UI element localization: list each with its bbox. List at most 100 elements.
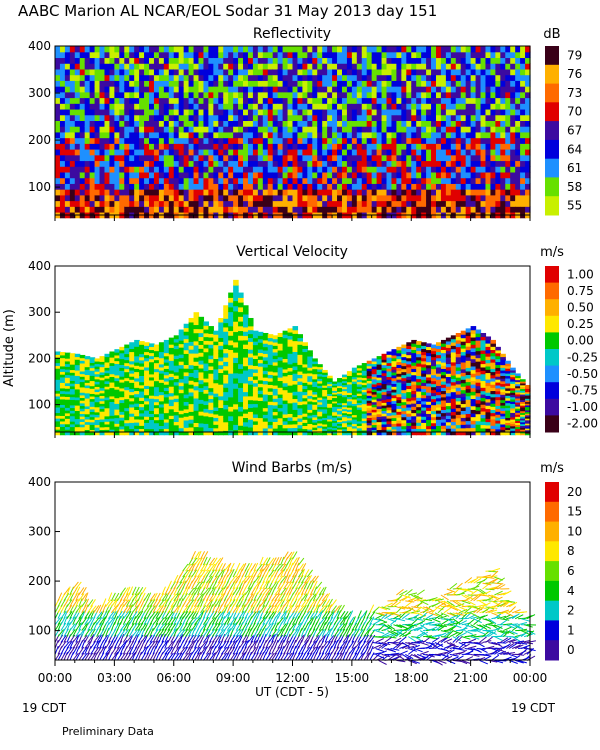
data-cell [144,422,150,426]
data-cell [322,374,328,378]
data-cell [435,57,442,64]
data-cell [495,103,501,110]
data-cell [455,189,462,196]
data-cell [401,137,407,144]
data-cell [302,51,308,59]
data-cell [470,97,477,104]
data-cell [361,206,368,213]
data-cell [302,114,308,121]
data-cell [262,421,269,426]
data-cell [139,91,145,99]
data-cell [361,398,368,402]
data-cell [238,114,244,121]
data-cell [129,154,135,162]
data-cell [59,426,66,430]
data-cell [440,131,447,139]
data-cell [381,68,388,76]
data-cell [173,345,180,350]
data-cell [525,57,531,64]
data-cell [346,91,353,99]
data-cell [366,183,373,190]
data-cell [64,114,71,121]
data-cell [312,424,318,428]
data-cell [183,177,190,184]
data-cell [287,395,294,400]
data-cell [510,137,516,144]
data-cell [134,374,140,379]
data-cell [391,406,398,410]
data-cell [193,171,200,179]
data-cell [500,154,506,162]
data-cell [431,160,437,167]
data-cell [233,326,239,333]
data-cell [213,189,219,196]
data-cell [515,143,521,150]
data-cell [297,350,303,355]
colorbar-label: 58 [567,180,582,194]
data-cell [252,57,259,64]
data-cell [297,74,303,81]
data-cell [460,137,467,144]
data-cell [94,80,101,87]
data-cell [287,74,294,81]
data-cell [203,366,209,372]
data-cell [470,183,477,190]
data-cell [465,149,472,156]
data-cell [381,194,388,202]
data-cell [119,177,125,184]
data-cell [124,177,130,184]
data-cell [391,108,398,116]
data-cell [450,154,457,162]
data-cell [351,414,358,418]
data-cell [218,177,224,184]
data-cell [208,376,214,381]
data-cell [158,366,165,371]
data-cell [267,431,274,436]
data-cell [366,380,373,384]
data-cell [346,68,353,76]
data-cell [445,200,452,207]
data-cell [218,189,224,196]
data-cell [203,200,209,207]
data-cell [297,367,303,372]
data-cell [361,382,368,386]
data-cell [84,416,91,420]
data-cell [119,352,125,357]
data-cell [356,369,363,373]
data-cell [223,160,229,167]
data-cell [139,390,145,395]
data-cell [317,427,323,431]
data-cell [376,120,383,127]
data-cell [292,131,299,139]
data-cell [500,143,506,150]
data-cell [371,411,378,415]
data-cell [416,46,422,53]
data-cell [287,91,294,99]
data-cell [381,131,388,139]
data-cell [337,408,343,411]
data-cell [475,126,482,133]
data-cell [94,166,101,173]
data-cell [381,429,388,433]
data-cell [178,431,185,436]
data-cell [292,57,299,64]
data-cell [94,378,101,382]
data-cell [386,74,393,81]
data-cell [445,143,452,150]
data-cell [307,409,313,413]
data-cell [79,413,86,417]
data-cell [327,160,333,167]
data-cell [243,417,249,423]
data-cell [198,46,205,53]
data-cell [426,80,432,87]
data-cell [139,63,145,70]
data-cell [366,166,373,173]
data-cell [272,421,279,426]
data-cell [79,131,86,139]
data-cell [104,405,111,409]
data-cell [346,131,353,139]
data-cell [381,394,388,398]
data-cell [218,321,224,327]
data-cell [168,189,175,196]
data-cell [292,427,299,432]
